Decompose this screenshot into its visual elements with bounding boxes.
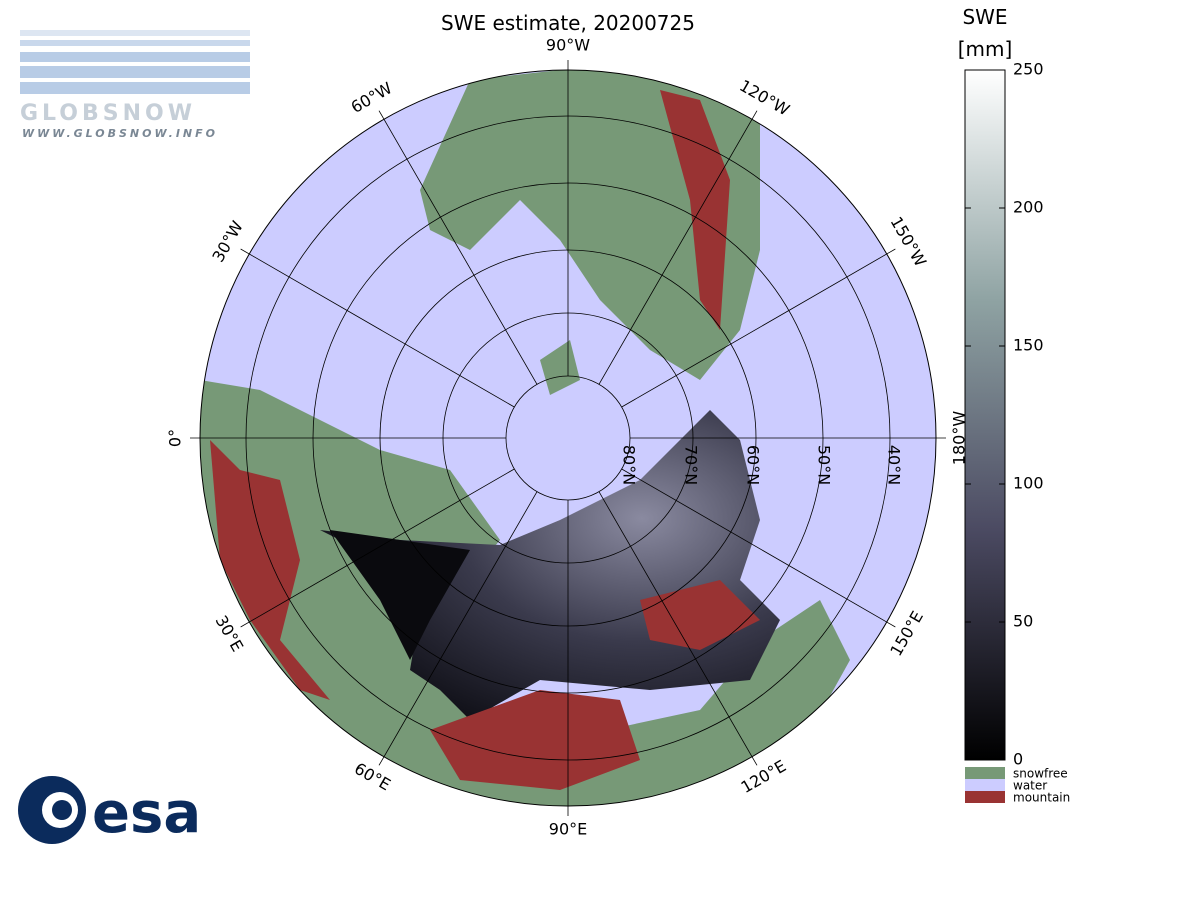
longitude-label: 90°W — [546, 36, 590, 55]
longitude-label: 0° — [166, 429, 185, 447]
meridian — [240, 468, 515, 628]
esa-text: esa — [92, 781, 201, 846]
meridian — [621, 468, 896, 628]
longitude-label: 90°E — [549, 820, 587, 839]
longitude-label: 180°W — [950, 411, 969, 466]
esa-logo: esa — [18, 776, 201, 846]
longitude-label: 150°E — [886, 608, 927, 660]
meridian — [240, 248, 515, 408]
legend-swatch — [965, 767, 1005, 779]
latitude-label: 80°N — [620, 445, 639, 485]
meridian — [621, 248, 896, 408]
legend-swatch — [965, 791, 1005, 803]
colorbar-title: SWE — [962, 5, 1007, 29]
colorbar-tick-label: 200 — [1013, 198, 1044, 217]
latitude-label: 60°N — [744, 445, 763, 485]
map — [200, 70, 936, 806]
colorbar-tick-label: 100 — [1013, 474, 1044, 493]
latitude-label: 50°N — [815, 445, 834, 485]
title: SWE estimate, 20200725 — [441, 11, 695, 35]
longitude-label: 30°E — [212, 612, 248, 655]
longitude-label: 120°W — [736, 76, 793, 120]
legend-label: mountain — [1013, 791, 1070, 805]
meridian — [378, 491, 538, 766]
meridian — [598, 491, 758, 766]
legend-label: water — [1013, 779, 1047, 793]
colorbar-tick-label: 250 — [1013, 60, 1044, 79]
colorbar-tick-label: 0 — [1013, 750, 1023, 769]
meridian — [378, 110, 538, 385]
legend-label: snowfree — [1013, 767, 1068, 781]
colorbar-tick-label: 150 — [1013, 336, 1044, 355]
globsnow-text: GLOBSNOW — [20, 101, 196, 126]
colorbar-tick-label: 50 — [1013, 612, 1033, 631]
longitude-label: 120°E — [738, 756, 790, 797]
globsnow-url: WWW.GLOBSNOW.INFO — [22, 127, 218, 140]
legend-swatch — [965, 779, 1005, 791]
latitude-label: 70°N — [682, 445, 701, 485]
longitude-label: 60°E — [351, 759, 394, 795]
colorbar — [964, 69, 1006, 761]
globsnow-logo: GLOBSNOW WWW.GLOBSNOW.INFO — [20, 30, 250, 140]
longitude-label: 150°W — [887, 213, 931, 270]
colorbar-ticks: 0 50 100 150 200 250 — [965, 60, 1044, 769]
colorbar-unit: [mm] — [958, 37, 1013, 61]
longitude-label: 60°W — [348, 78, 396, 117]
meridian — [598, 110, 758, 385]
longitude-label: 30°W — [208, 217, 247, 265]
latitude-label: 40°N — [885, 445, 904, 485]
